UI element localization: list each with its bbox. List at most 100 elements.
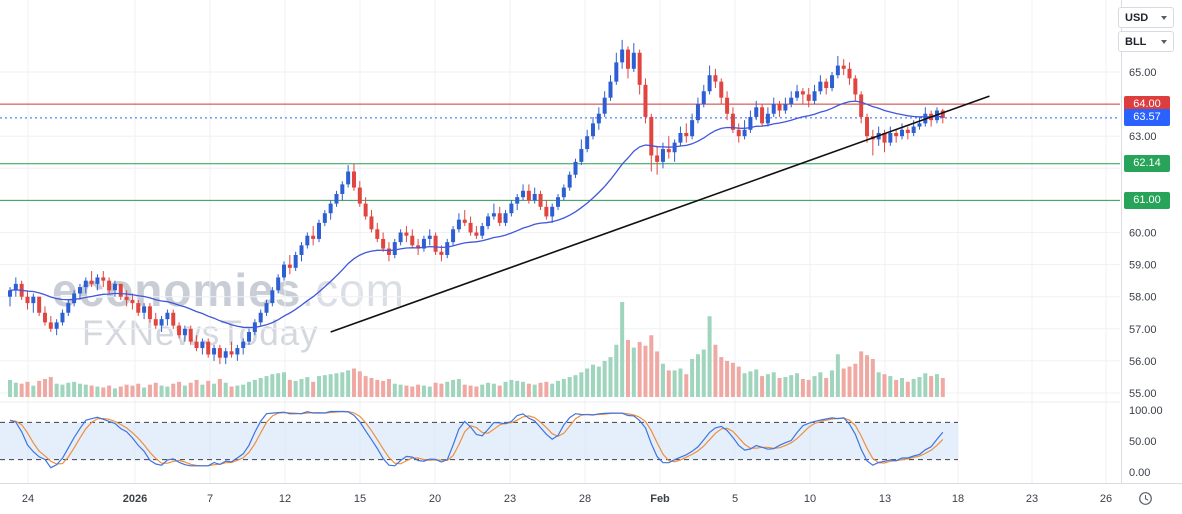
candle xyxy=(625,46,630,79)
indicator-axis-label: 0.00 xyxy=(1129,467,1150,479)
candle xyxy=(404,226,409,243)
candle xyxy=(637,49,642,95)
candle xyxy=(112,280,117,297)
candle xyxy=(748,110,753,133)
candle xyxy=(573,158,578,178)
candle xyxy=(783,97,788,114)
candle xyxy=(905,126,910,140)
time-axis-label: 24 xyxy=(22,493,34,505)
candle xyxy=(357,181,362,207)
candle xyxy=(340,181,345,201)
candle xyxy=(690,113,695,140)
candle-series xyxy=(8,39,945,365)
candle xyxy=(841,59,846,76)
price-badge: 64.00 xyxy=(1124,95,1170,113)
candle xyxy=(567,171,572,191)
candle xyxy=(381,232,386,252)
candle xyxy=(497,206,502,227)
candle xyxy=(521,184,526,201)
candle xyxy=(287,254,292,275)
candle xyxy=(585,129,590,153)
candle xyxy=(153,312,158,329)
candle xyxy=(818,75,823,95)
candle xyxy=(328,200,333,220)
candle xyxy=(713,68,718,89)
candle xyxy=(334,190,339,207)
time-axis-label: 26 xyxy=(1100,493,1112,505)
candle xyxy=(200,338,205,355)
candle xyxy=(865,113,870,143)
candle xyxy=(37,296,42,316)
candle xyxy=(101,271,106,288)
price-axis-label: 60.00 xyxy=(1129,228,1157,240)
candle xyxy=(311,226,316,246)
candle xyxy=(620,39,625,69)
symbol-dropdown[interactable]: BLL xyxy=(1118,31,1174,52)
candle xyxy=(672,139,677,162)
candle xyxy=(270,287,275,307)
candle xyxy=(445,238,450,259)
time-axis-label: 10 xyxy=(804,493,816,505)
candle xyxy=(824,78,829,95)
time-axis-label: 18 xyxy=(952,493,964,505)
candle xyxy=(491,203,496,220)
support-resistance-lines xyxy=(0,103,1120,201)
candle xyxy=(212,344,217,361)
candle xyxy=(538,190,543,211)
candle xyxy=(929,110,934,127)
candle xyxy=(427,229,432,246)
candle xyxy=(159,315,164,333)
candle xyxy=(130,293,135,310)
candle xyxy=(853,75,858,101)
candle xyxy=(707,65,712,95)
price-axis-label: 58.00 xyxy=(1129,292,1157,304)
time-axis-label: 13 xyxy=(879,493,891,505)
price-axis-label: 55.00 xyxy=(1129,388,1157,400)
moving-average-line xyxy=(9,100,943,329)
time-axis-label: 15 xyxy=(354,493,366,505)
candle xyxy=(433,232,438,255)
candle xyxy=(719,78,724,105)
candle xyxy=(392,238,397,259)
candle xyxy=(725,91,730,121)
candle xyxy=(247,328,252,345)
time-axis-label: 12 xyxy=(279,493,291,505)
candle xyxy=(830,72,835,92)
candle xyxy=(515,193,520,211)
candle xyxy=(42,306,47,326)
candle xyxy=(655,145,660,175)
candle xyxy=(695,97,700,124)
candle xyxy=(456,213,461,233)
candle xyxy=(870,129,875,156)
candle xyxy=(421,235,426,252)
candle xyxy=(503,210,508,227)
candle xyxy=(579,139,584,166)
candle xyxy=(124,290,129,307)
timezone-clock-icon[interactable] xyxy=(1138,491,1153,506)
time-axis-label: 23 xyxy=(1026,493,1038,505)
candle xyxy=(474,226,479,239)
candle xyxy=(742,120,747,140)
candle xyxy=(771,97,776,117)
candle xyxy=(136,299,141,316)
candle xyxy=(777,100,782,117)
candle xyxy=(888,126,893,146)
candle xyxy=(60,309,65,326)
candle xyxy=(544,200,549,220)
candle xyxy=(89,271,94,288)
time-axis-label: 28 xyxy=(579,493,591,505)
indicator-axis-label: 100.00 xyxy=(1129,405,1163,417)
indicator-axis-label: 50.00 xyxy=(1129,436,1157,448)
price-badge: 61.00 xyxy=(1124,191,1170,209)
candle xyxy=(859,91,864,124)
candle xyxy=(369,210,374,233)
candle xyxy=(526,184,531,204)
currency-dropdown[interactable]: USD xyxy=(1118,7,1174,28)
candle xyxy=(177,322,182,339)
candle xyxy=(608,75,613,101)
time-axis-label: 5 xyxy=(732,493,738,505)
stochastic-band xyxy=(0,421,958,461)
